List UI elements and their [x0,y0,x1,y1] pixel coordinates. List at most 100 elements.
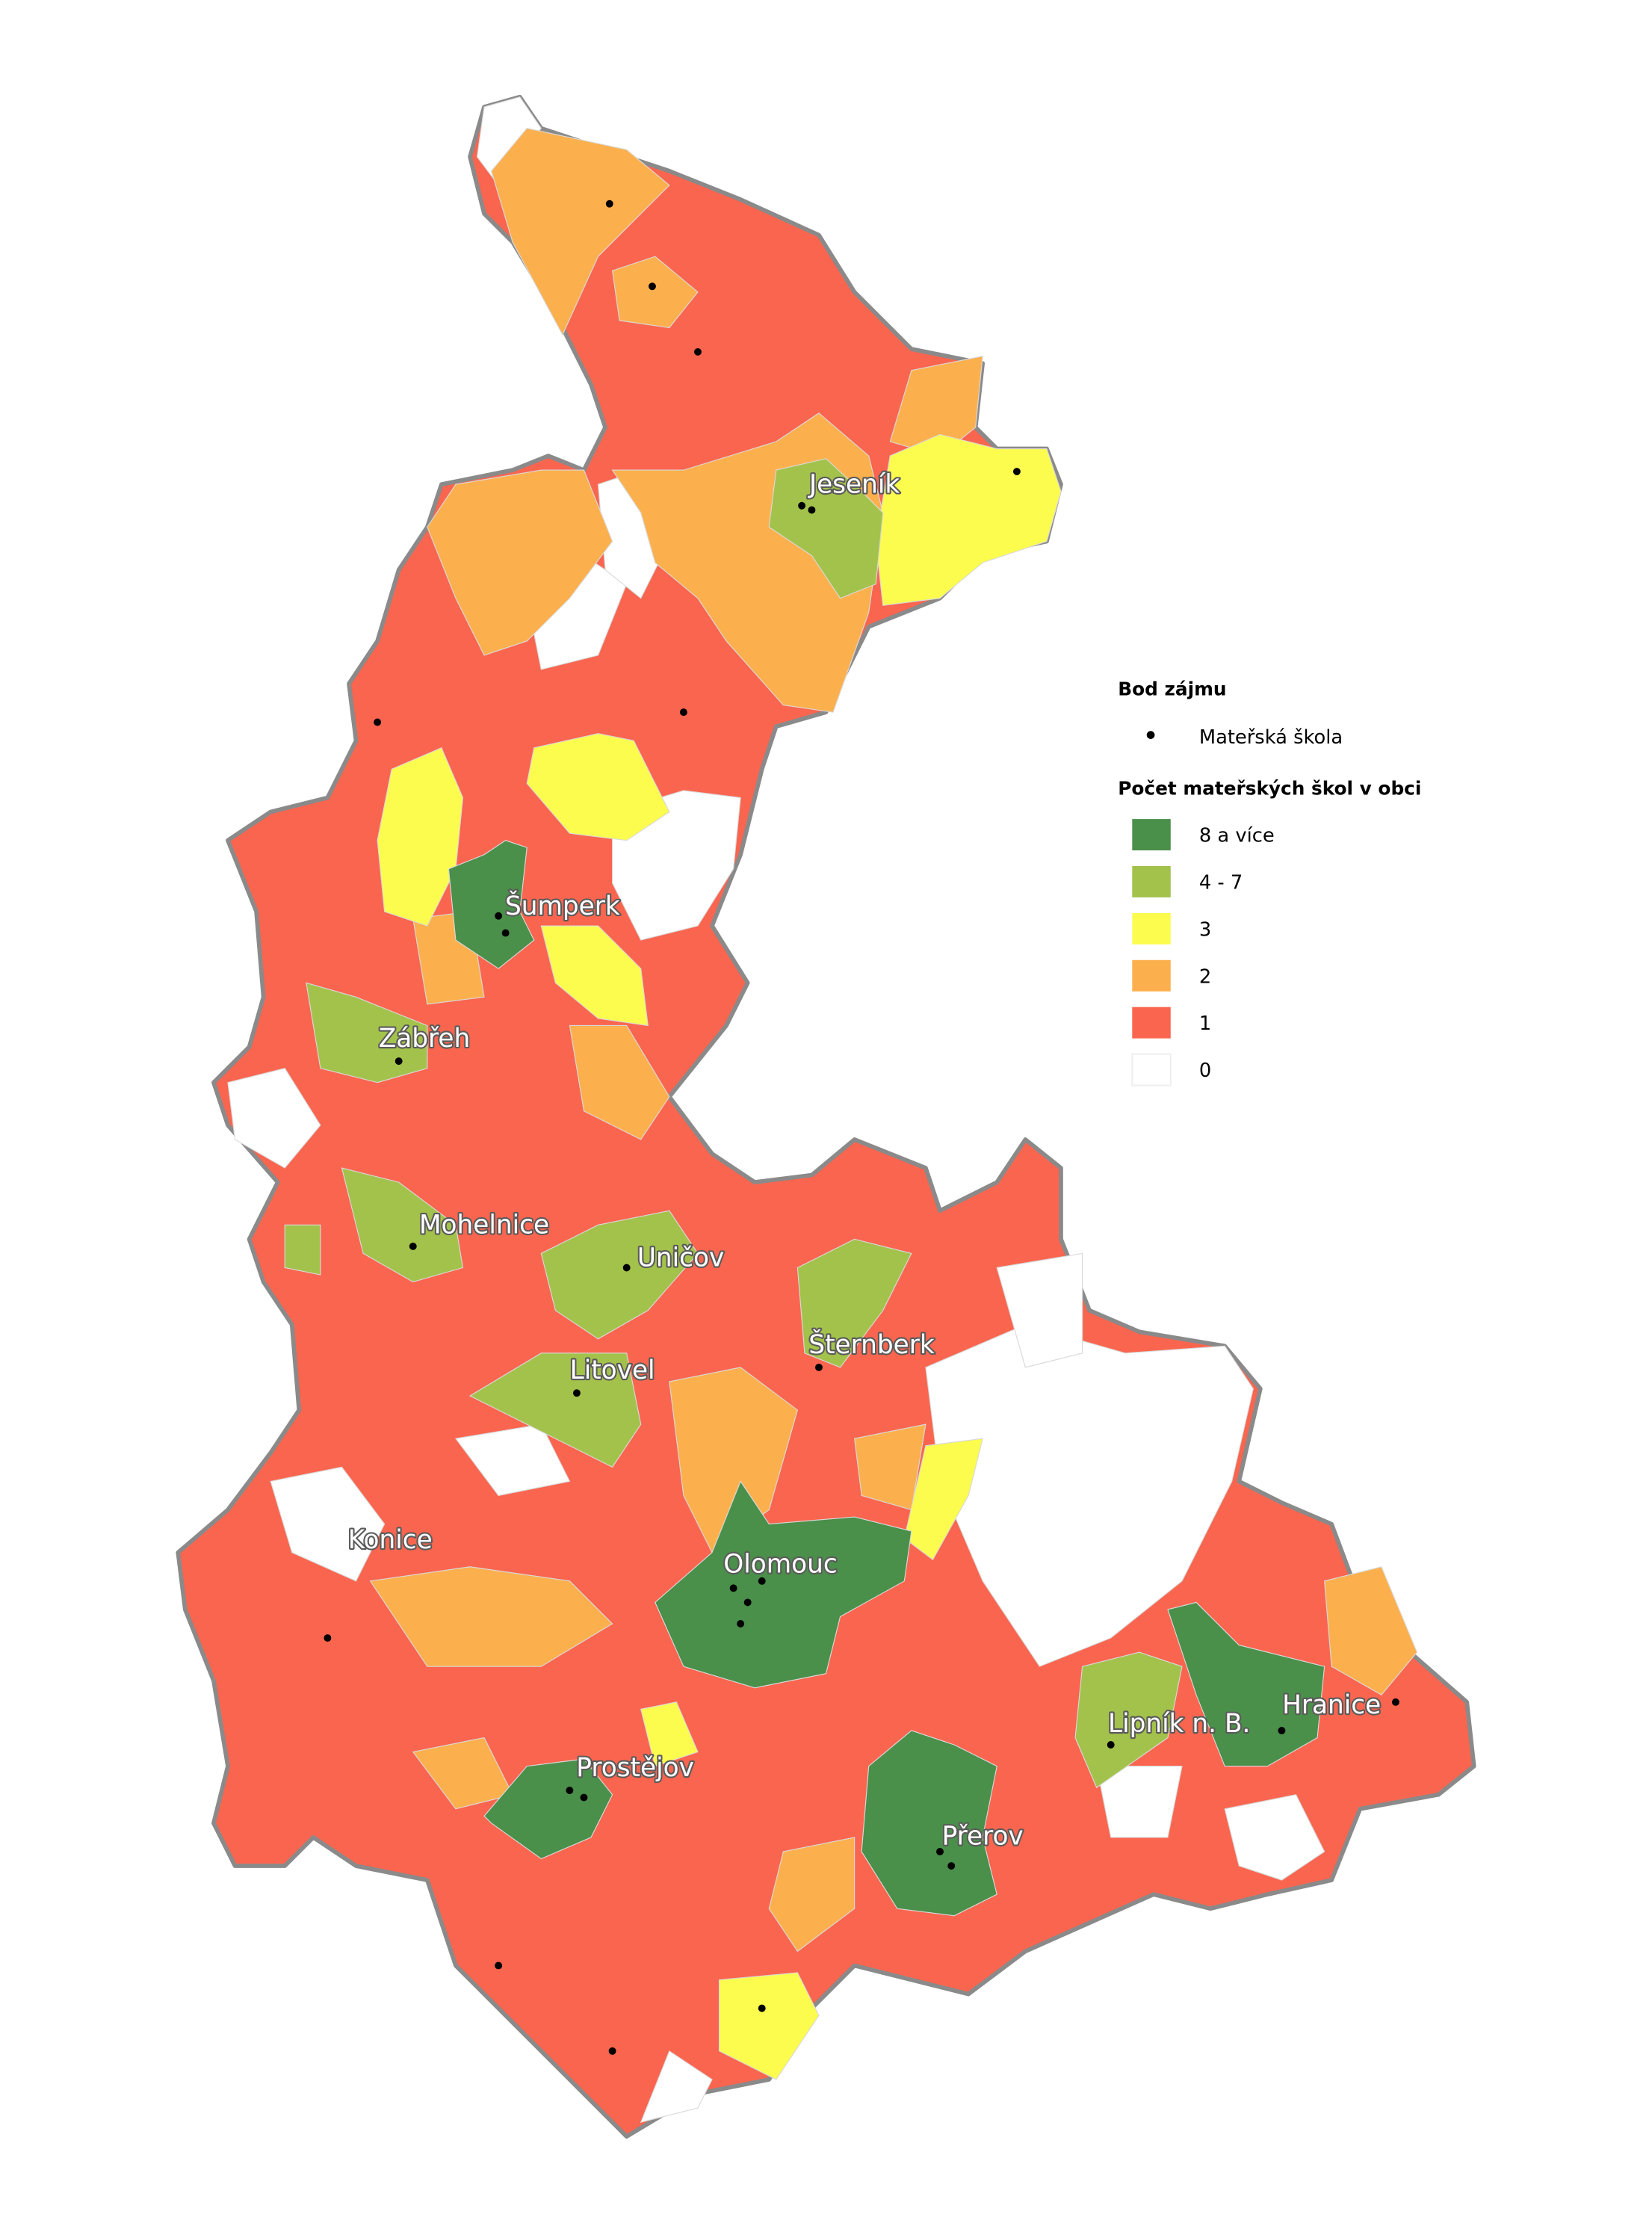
city-label: Jeseník [808,470,900,500]
school-dot [743,1598,752,1607]
area-two [427,469,613,656]
area-zero [227,1067,321,1169]
legend-title: Bod zájmu [1118,678,1226,699]
school-dot [566,1787,574,1794]
school-dot [798,501,806,510]
area-eight-plus [655,1480,912,1689]
school-dot [580,1793,588,1802]
legend-label: 4 - 7 [1199,871,1243,894]
region [176,94,1476,2139]
area-four-seven [341,1167,464,1283]
school-dot [758,1577,766,1585]
area-zero [925,1324,1254,1667]
school-dot [1278,1726,1286,1734]
area-two [611,256,699,329]
school-dot [409,1242,417,1250]
school-dot [495,912,503,920]
city-label: Mohelnice [419,1211,549,1240]
area-four-seven [796,1238,912,1368]
school-dots [324,200,1399,2055]
legend-point-symbol [1146,731,1155,739]
city-label: Přerov [942,1821,1024,1851]
school-dot [608,2047,616,2055]
school-dot [1391,1698,1399,1706]
area-four-seven [284,1224,321,1276]
city-label: Prostějov [576,1753,694,1783]
school-dot [649,282,656,291]
legend-swatch [1132,865,1171,897]
school-dot [495,1961,503,1970]
legend-swatch [1132,959,1171,992]
school-dot [605,200,613,208]
school-dot [947,1862,956,1870]
legend-label: 8 a více [1199,825,1275,847]
school-dot [1107,1741,1115,1749]
school-dot [758,2004,766,2012]
area-zero [996,1252,1083,1368]
area-zero [1095,1766,1183,1838]
legend-swatch [1132,1007,1171,1039]
area-two [1324,1566,1418,1696]
school-dot [501,929,510,937]
city-label: Lipník n. B. [1108,1709,1250,1739]
school-dot [374,718,382,726]
school-dot [324,1634,332,1642]
school-dot [572,1389,581,1397]
city-label: Litovel [570,1355,655,1385]
city-label: Konice [348,1525,433,1555]
school-dot [808,506,816,514]
city-label: Šternberk [808,1329,935,1360]
city-labels: Jeseník Šumperk Zábřeh Mohelnice Uničov … [347,469,1383,1853]
school-dot [936,1848,944,1855]
area-two [369,1566,613,1667]
area-four-seven [540,1210,699,1340]
legend-title: Počet mateřských škol v obci [1118,778,1421,800]
school-dot [694,347,702,356]
legend-label: 1 [1199,1013,1211,1035]
area-two [569,1024,670,1140]
area-four-seven [306,982,428,1083]
city-label: Uničov [637,1243,725,1273]
area-three [540,925,649,1027]
school-dot [1012,468,1021,475]
area-three [640,1701,699,1767]
school-dot [737,1620,745,1627]
area-zero [270,1466,386,1582]
school-dot [395,1057,403,1066]
area-zero [640,2050,713,2123]
area-three [875,433,1062,606]
city-label: Zábřeh [379,1024,470,1054]
legend-label: 3 [1199,918,1211,941]
area-eight-plus [1167,1601,1325,1767]
area-two [490,128,670,336]
legend-label: 0 [1199,1060,1211,1082]
area-zero [1224,1794,1325,1881]
area-two [669,1367,799,1554]
area-four-seven [768,458,884,599]
school-dot [679,708,687,717]
legend-label: 2 [1199,965,1211,988]
area-zero [454,1423,571,1497]
school-dot [729,1584,737,1592]
city-label: Olomouc [723,1549,838,1579]
school-dot [622,1264,631,1272]
legend-swatch [1131,1053,1172,1086]
legend-label: Mateřská škola [1199,726,1343,749]
area-four-seven [468,1353,642,1468]
area-three [903,1438,983,1561]
legend: Bod zájmu Mateřská škola Počet mateřskýc… [1118,678,1421,1086]
area-eight-plus [448,840,535,969]
area-three [718,1972,820,2080]
area-two [768,1837,856,1953]
legend-swatch [1132,819,1171,851]
area-three [377,747,464,927]
area-three [526,733,670,841]
legend-swatch [1132,912,1171,945]
school-dot [815,1363,823,1371]
area-four-seven [1074,1651,1183,1789]
area-eight-plus [861,1730,997,1917]
city-label: Šumperk [505,891,620,921]
area-eight-plus [483,1758,613,1860]
city-label: Hranice [1282,1690,1381,1720]
